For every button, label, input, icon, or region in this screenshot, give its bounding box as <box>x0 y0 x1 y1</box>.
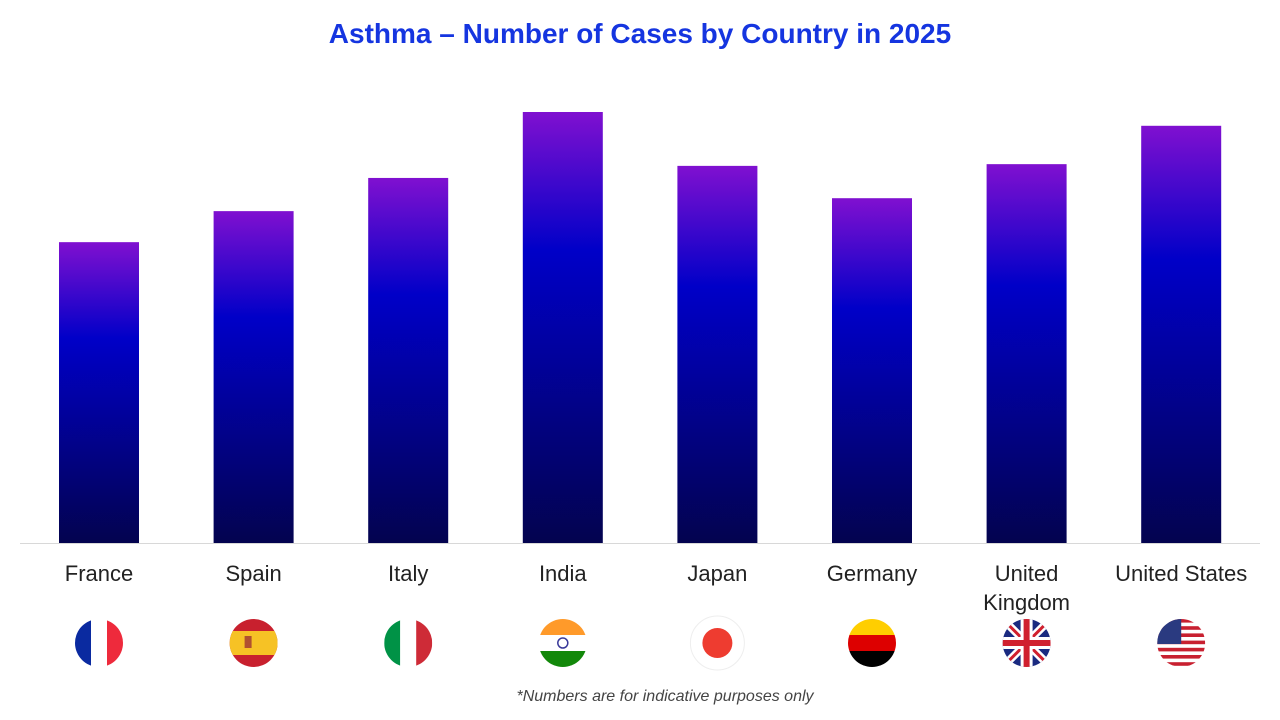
flag-spain-icon <box>229 619 278 667</box>
flag-uk-icon <box>1002 619 1051 667</box>
bar-japan <box>677 165 758 543</box>
x-tick-label: India <box>538 561 587 586</box>
bar-france <box>59 242 139 544</box>
x-tick-label: Japan <box>687 561 748 586</box>
x-tick-label: France <box>64 561 134 586</box>
bar-india <box>522 112 603 543</box>
bar-united-kingdom <box>986 164 1067 543</box>
flag-italy-icon <box>384 619 433 667</box>
flag-france-icon <box>75 619 123 667</box>
x-tick-label: United Kingdom <box>983 561 1071 615</box>
x-tick-label: Spain <box>225 561 282 586</box>
x-tick-label: Germany <box>826 561 918 586</box>
footnote: *Numbers are for indicative purposes onl… <box>516 688 814 705</box>
flag-india-icon <box>538 619 587 667</box>
bar-germany <box>832 198 912 543</box>
flag-japan-icon <box>693 619 742 667</box>
x-tick-label: Italy <box>388 561 429 586</box>
flag-germany-icon <box>848 619 896 667</box>
x-tick-label: United States <box>1115 561 1248 586</box>
bar-italy <box>368 177 449 543</box>
bar-united-states <box>1141 125 1222 544</box>
chart-title: Asthma – Number of Cases by Country in 2… <box>328 18 952 49</box>
bar-spain <box>213 211 294 543</box>
flag-us-icon <box>1157 619 1206 667</box>
